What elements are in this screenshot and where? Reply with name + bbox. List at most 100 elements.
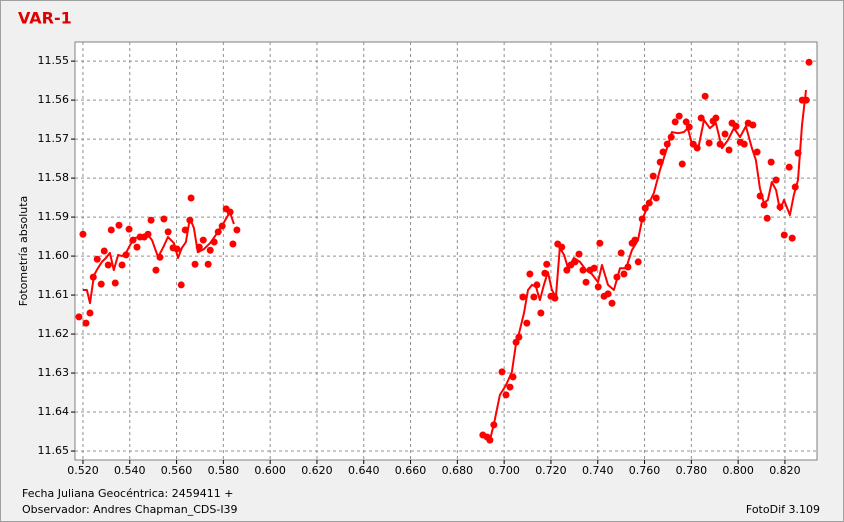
data-point — [229, 240, 237, 248]
data-point — [749, 121, 757, 129]
data-point — [233, 226, 241, 234]
data-point — [206, 246, 214, 254]
x-tick-label: 0.600 — [254, 464, 286, 477]
data-point — [788, 234, 796, 242]
data-point — [115, 221, 123, 229]
data-point — [107, 226, 115, 234]
data-point — [75, 313, 83, 321]
data-point — [100, 247, 108, 255]
observer: Observador: Andres Chapman_CDS-I39 — [22, 503, 238, 516]
x-tick-label: 0.720 — [535, 464, 567, 477]
data-point — [697, 114, 705, 122]
x-tick-label: 0.760 — [629, 464, 661, 477]
data-point — [763, 214, 771, 222]
data-point — [160, 215, 168, 223]
y-axis-label: Fotometría absoluta — [17, 196, 30, 307]
data-point — [82, 319, 90, 327]
data-point — [590, 264, 598, 272]
x-tick-label: 0.680 — [442, 464, 474, 477]
y-tick-label: 11.65 — [38, 444, 70, 457]
data-point — [118, 261, 126, 269]
data-point — [133, 243, 141, 251]
data-point — [191, 260, 199, 268]
y-tick-label: 11.64 — [38, 405, 70, 418]
data-point — [785, 163, 793, 171]
data-point — [582, 278, 590, 286]
data-point — [86, 309, 94, 317]
y-tick-label: 11.57 — [38, 132, 70, 145]
data-point — [125, 225, 133, 233]
data-point — [753, 148, 761, 156]
data-point — [152, 266, 160, 274]
data-point — [519, 293, 527, 301]
data-point — [543, 260, 551, 268]
data-point — [682, 118, 690, 126]
data-point — [502, 391, 510, 399]
data-point — [760, 201, 768, 209]
data-point — [608, 299, 616, 307]
x-tick-label: 0.580 — [208, 464, 240, 477]
data-point — [649, 172, 657, 180]
data-point — [767, 158, 775, 166]
data-point — [537, 309, 545, 317]
data-point — [594, 283, 602, 291]
x-tick-label: 0.660 — [395, 464, 427, 477]
trend-line — [83, 89, 807, 442]
data-point — [721, 130, 729, 138]
plot-area — [74, 41, 818, 461]
x-tick-label: 0.740 — [582, 464, 614, 477]
data-point — [617, 249, 625, 257]
data-point — [575, 250, 583, 258]
data-point — [705, 139, 713, 147]
data-point — [104, 261, 112, 269]
data-point — [97, 280, 105, 288]
x-tick-label: 0.780 — [676, 464, 708, 477]
data-point — [177, 281, 185, 289]
y-tick-label: 11.58 — [38, 171, 70, 184]
data-point — [199, 236, 207, 244]
x-tick-label: 0.520 — [67, 464, 99, 477]
x-tick-label: 0.620 — [301, 464, 333, 477]
data-point — [523, 319, 531, 327]
data-point — [620, 270, 628, 278]
x-tick-label: 0.540 — [114, 464, 146, 477]
data-point — [111, 279, 119, 287]
data-point — [506, 383, 514, 391]
data-point — [772, 176, 780, 184]
x-tick-label: 0.700 — [488, 464, 520, 477]
data-point — [204, 260, 212, 268]
data-point — [634, 258, 642, 266]
data-point — [740, 140, 748, 148]
data-point — [596, 239, 604, 247]
x-tick-label: 0.800 — [722, 464, 754, 477]
data-point — [187, 194, 195, 202]
data-point — [164, 228, 172, 236]
data-point — [498, 368, 506, 376]
data-point — [780, 231, 788, 239]
data-point — [652, 194, 660, 202]
data-point — [675, 112, 683, 120]
y-tick-label: 11.61 — [38, 288, 70, 301]
y-tick-label: 11.62 — [38, 327, 70, 340]
data-point — [805, 58, 813, 66]
data-point — [530, 293, 538, 301]
y-tick-label: 11.56 — [38, 93, 70, 106]
y-tick-label: 11.60 — [38, 249, 70, 262]
y-tick-label: 11.63 — [38, 366, 70, 379]
data-point — [93, 255, 101, 263]
x-tick-label: 0.560 — [161, 464, 193, 477]
y-tick-label: 11.55 — [38, 54, 70, 67]
data-point — [79, 230, 87, 238]
x-axis-label: Fecha Juliana Geocéntrica: 2459411 + — [22, 487, 233, 500]
data-point — [147, 216, 155, 224]
data-point — [526, 270, 534, 278]
data-point — [678, 160, 686, 168]
software-version: FotoDif 3.109 — [746, 503, 820, 516]
data-point — [725, 146, 733, 154]
data-point — [701, 92, 709, 100]
data-point — [712, 114, 720, 122]
data-point — [671, 118, 679, 126]
y-tick-label: 11.59 — [38, 210, 70, 223]
